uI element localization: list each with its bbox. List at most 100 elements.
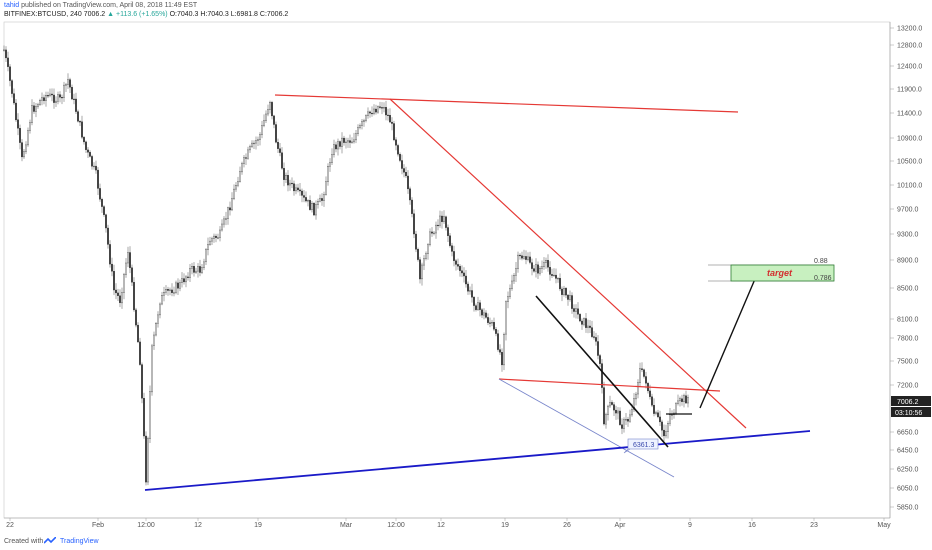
time-axis: 22 Feb 12:00 12 19 Mar 12:00 12 19 26 Apr 9 16 23 May [6,518,891,529]
candle-body [81,121,83,138]
candle-body [311,203,313,210]
candle-body [589,325,591,328]
candle-body [249,146,251,151]
time-axis-tick-label: Apr [615,522,627,529]
candle-body [193,266,195,273]
candle-body [489,322,491,324]
black-projection-arrow [699,271,759,409]
candle-body [13,93,15,104]
price-axis-tick-label: 12400.0 [897,64,922,71]
candle-body [485,312,487,318]
candle-body [373,108,375,114]
price-axis-tick-label: 8100.0 [897,317,919,324]
price-axis-tick-label: 6250.0 [897,467,919,474]
candle-body [633,398,635,410]
author-link[interactable]: tahid [4,2,20,9]
candle-body [561,288,563,295]
candle-body [305,197,307,202]
candle-body [645,376,647,384]
footer: Created with TradingView [0,534,932,550]
candle-body [555,274,557,279]
candle-body [469,290,471,292]
candle-body [331,154,333,163]
candle-body [529,256,531,263]
candle-body [197,266,199,272]
candle-body [475,305,477,310]
candle-body [179,282,181,289]
chart-header: tahid published on TradingView.com, Apri… [0,0,932,22]
candle-body [559,278,561,290]
candle-body [15,102,17,121]
price-axis-tick-label: 6650.0 [897,430,919,437]
candle-body [631,409,633,416]
price-axis-tick-label: 7800.0 [897,336,919,343]
candle-body [323,194,325,201]
candle-body [453,251,455,261]
candle-body [563,288,565,295]
candle-body [75,98,77,112]
candle-body [655,412,657,414]
candle-body [327,166,329,182]
candle-body [149,391,151,439]
candle-body [443,216,445,222]
candle-body [167,289,169,291]
price-axis-tick-label: 10900.0 [897,136,922,143]
candle-body [91,156,93,167]
candle-body [203,261,205,268]
created-with-label: Created with [4,538,44,545]
candle-body [675,403,677,414]
candle-body [309,200,311,210]
candle-body [545,260,547,263]
candle-body [609,402,611,407]
last-price: 7006.2 [83,11,106,18]
candle-body [501,352,503,366]
candle-body [233,188,235,199]
price-axis-tick-label: 10100.0 [897,183,922,190]
candle-body [243,157,245,164]
countdown-text: 03:10:56 [895,410,922,417]
candle-body [261,125,263,135]
candle-body [287,175,289,186]
red-horizontal-support-line [498,378,721,392]
time-axis-tick-label: 12:00 [387,522,405,529]
candle-body [431,231,433,234]
candle-body [519,254,521,257]
candle-body [417,249,419,260]
candle-body [441,215,443,222]
candle-body [57,94,59,102]
candle-body [511,280,513,289]
candle-body [659,416,661,423]
candle-body [365,115,367,121]
current-price-text: 7006.2 [897,399,919,406]
candle-body [639,368,641,383]
candle-body [427,244,429,254]
candle-body [359,125,361,128]
candle-body [477,302,479,310]
candle-body [337,141,339,150]
candle-body [595,337,597,342]
candle-body [681,398,683,402]
candle-body [161,295,163,305]
candle-body [493,322,495,330]
candle-body [183,278,185,283]
candle-body [225,218,227,220]
target-box [730,264,835,282]
candle-body [49,93,51,96]
candle-body [239,171,241,182]
candle-body [415,233,417,250]
candle-body [665,431,667,437]
low-price-label: 6361.3 [633,442,655,449]
publish-info: tahid published on TradingView.com, Apri… [4,2,197,10]
candle-body [231,198,233,211]
candle-body [163,292,165,296]
candle-body [95,165,97,171]
tradingview-brand[interactable]: TradingView [60,538,99,545]
candle-body [679,398,681,402]
candle-body [51,93,53,96]
candle-body [547,260,549,268]
candle-body [221,223,223,231]
candle-body [479,302,481,310]
candle-body [621,424,623,429]
candle-body [27,130,29,146]
